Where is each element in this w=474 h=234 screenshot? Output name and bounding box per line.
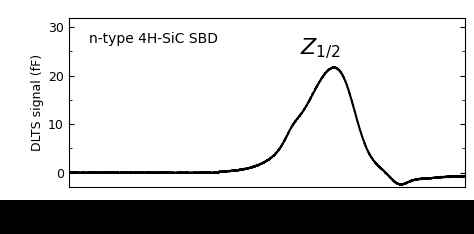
Y-axis label: DLTS signal (fF): DLTS signal (fF)	[31, 54, 44, 151]
Text: $Z_{1/2}$: $Z_{1/2}$	[300, 37, 340, 61]
Text: n-type 4H-SiC SBD: n-type 4H-SiC SBD	[89, 32, 218, 46]
